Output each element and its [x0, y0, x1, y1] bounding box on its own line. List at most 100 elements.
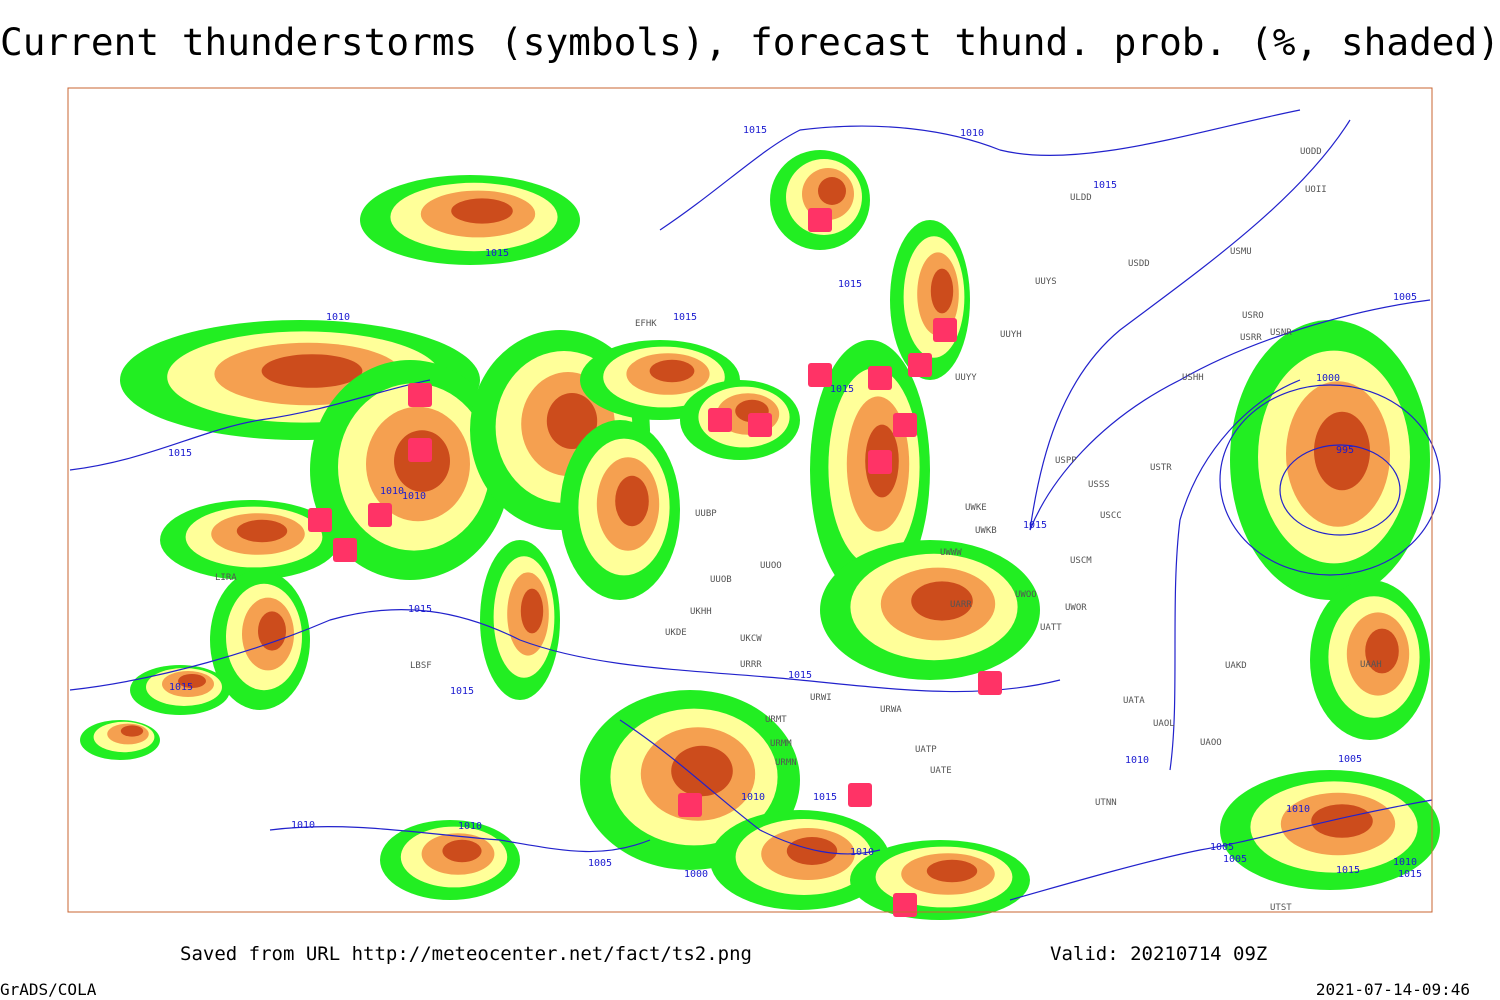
- isobar: [1169, 379, 1301, 771]
- station-label: UATA: [1123, 696, 1145, 706]
- isobar-label: 1015: [813, 792, 837, 803]
- labels: 1015 1010 1015 1015 1010 1015 1015 1015 1015 1010…: [168, 125, 1422, 913]
- source-url: Saved from URL http://meteocenter.net/fa…: [180, 943, 752, 965]
- isobar-label: 1010: [402, 491, 426, 502]
- probability-area: [236, 519, 288, 543]
- station-label: UATP: [915, 745, 937, 755]
- probability-area: [178, 674, 206, 688]
- probability-area: [120, 725, 144, 737]
- probability-area: [258, 611, 286, 651]
- station-label: UOII: [1305, 185, 1327, 195]
- isobar: [1009, 799, 1433, 901]
- isobar-label: 1005: [1393, 292, 1417, 303]
- isobars: [69, 109, 1441, 901]
- isobar: [69, 379, 431, 471]
- station-label: UWKE: [965, 503, 987, 513]
- storm-symbol: [408, 438, 432, 462]
- isobar-label: 1010: [960, 128, 984, 139]
- storm-symbol: [678, 793, 702, 817]
- station-label: URMT: [765, 715, 787, 725]
- station-label: LBSF: [410, 661, 432, 671]
- isobar-label: 1010: [741, 792, 765, 803]
- probability-area: [1365, 628, 1399, 674]
- storm-symbol: [893, 893, 917, 917]
- isobar-label: 1015: [168, 448, 192, 459]
- station-label: UWKB: [975, 526, 997, 536]
- isobar-label: 1015: [838, 279, 862, 290]
- probability-area: [520, 588, 544, 634]
- station-label: UUYH: [1000, 330, 1022, 340]
- storm-symbol: [368, 503, 392, 527]
- isobar-label: 1000: [684, 869, 708, 880]
- station-label: USCM: [1070, 556, 1092, 566]
- isobar-label: 1015: [1398, 869, 1422, 880]
- isobar: [1219, 384, 1441, 576]
- station-label: EFHK: [635, 319, 657, 329]
- probability-area: [649, 359, 695, 383]
- probability-area: [1311, 804, 1373, 838]
- storm-symbol: [868, 450, 892, 474]
- probability-area: [1314, 411, 1370, 491]
- isobar-label: 1015: [1023, 520, 1047, 531]
- isobar: [1029, 119, 1351, 531]
- station-label: UKHH: [690, 607, 712, 617]
- station-label: URRR: [740, 660, 762, 670]
- station-label: LIRA: [215, 573, 237, 583]
- station-label: USRR: [1240, 333, 1262, 343]
- storm-symbol: [908, 353, 932, 377]
- station-label: UODD: [1300, 147, 1322, 157]
- isobar-label: 1010: [291, 820, 315, 831]
- station-label: USCC: [1100, 511, 1122, 521]
- isobar-label: 1010: [458, 821, 482, 832]
- station-label: URMN: [775, 758, 797, 768]
- station-label: UWOR: [1065, 603, 1087, 613]
- isobar-label: 1010: [326, 312, 350, 323]
- station-label: UTNN: [1095, 798, 1117, 808]
- isobar-label: 1005: [1223, 854, 1247, 865]
- storm-symbol: [408, 383, 432, 407]
- probability-area: [671, 745, 733, 797]
- station-label: UAOO: [1200, 738, 1222, 748]
- isobar-label: 1015: [485, 248, 509, 259]
- isobar-label: 1005: [1210, 842, 1234, 853]
- station-label: USDD: [1128, 259, 1150, 269]
- isobar-label: 1015: [830, 384, 854, 395]
- station-label: UAOL: [1153, 719, 1175, 729]
- probability-area: [818, 177, 846, 205]
- station-label: UWWW: [940, 548, 962, 558]
- isobar-label: 1015: [673, 312, 697, 323]
- storm-symbol: [933, 318, 957, 342]
- map-frame: [67, 87, 1433, 913]
- isobar-label: 1015: [743, 125, 767, 136]
- station-label: UAKD: [1225, 661, 1247, 671]
- isobar: [619, 719, 881, 855]
- station-label: USMU: [1230, 247, 1252, 257]
- station-label: UATT: [1040, 623, 1062, 633]
- isobar-label: 1015: [450, 686, 474, 697]
- isobar-label: 1015: [408, 604, 432, 615]
- station-label: UWOO: [1015, 590, 1037, 600]
- probability-area: [261, 354, 363, 388]
- storm-symbol: [893, 413, 917, 437]
- storm-symbol: [978, 671, 1002, 695]
- isobar-label: 1010: [1125, 755, 1149, 766]
- station-label: USSS: [1088, 480, 1110, 490]
- probability-area: [442, 839, 482, 863]
- station-label: UUBP: [695, 509, 717, 519]
- station-label: URWI: [810, 693, 832, 703]
- isobar-label: 1010: [1286, 804, 1310, 815]
- isobar: [659, 109, 1301, 231]
- isobar: [1279, 444, 1401, 536]
- station-label: USPP: [1055, 456, 1077, 466]
- isobar-label: 1015: [169, 682, 193, 693]
- station-label: URWA: [880, 705, 902, 715]
- isobar: [269, 826, 651, 853]
- storm-symbol: [333, 538, 357, 562]
- isobar-label: 1005: [1338, 754, 1362, 765]
- station-label: USTR: [1150, 463, 1172, 473]
- probability-area: [546, 393, 598, 449]
- station-label: UUOO: [760, 561, 782, 571]
- storm-symbol: [748, 413, 772, 437]
- isobar: [1029, 299, 1431, 531]
